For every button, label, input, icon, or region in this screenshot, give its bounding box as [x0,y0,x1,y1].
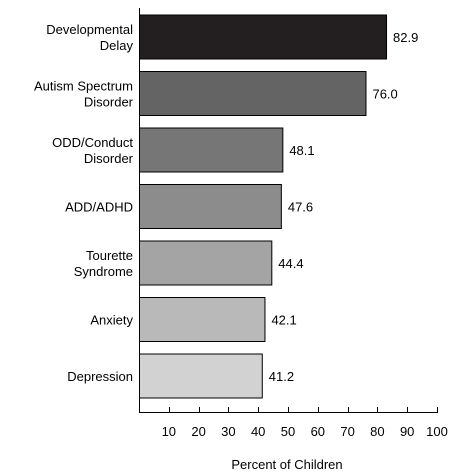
value-label-2: 76.0 [372,87,397,102]
category-label-5: Tourette Syndrome [74,248,133,279]
bar-1 [139,14,388,60]
x-axis-title: Percent of Children [231,457,342,472]
category-label-3: ODD/Conduct Disorder [52,135,134,166]
bar-7 [139,353,263,399]
value-label-7: 41.2 [269,369,294,384]
bar-2 [139,71,367,116]
value-label-1: 82.9 [393,30,418,45]
category-label-1: Developmental Delay [46,22,133,53]
bars-group [139,14,388,399]
value-label-5: 44.4 [278,256,303,271]
value-label-4: 47.6 [288,200,313,215]
bar-5 [139,240,273,286]
category-label-6: Anxiety [90,313,133,328]
value-labels-group: 82.9 76.0 48.1 47.6 44.4 42.1 41.2 [269,30,419,384]
x-tick-label-80: 80 [370,424,384,439]
x-axis-ticks-group: 10 20 30 40 50 60 70 80 90 100 [162,407,448,439]
bar-4 [139,184,282,229]
x-tick-label-30: 30 [221,424,235,439]
category-label-7: Depression [67,369,133,384]
bar-6 [139,297,266,342]
value-label-3: 48.1 [289,143,314,158]
bar-3 [139,127,284,173]
x-tick-label-50: 50 [281,424,295,439]
category-labels-group: Developmental Delay Autism Spectrum Disorde… [34,22,134,384]
category-label-2: Autism Spectrum Disorder [34,79,134,110]
x-tick-label-40: 40 [251,424,265,439]
x-tick-label-60: 60 [311,424,325,439]
x-tick-label-70: 70 [340,424,354,439]
value-label-6: 42.1 [271,313,296,328]
x-tick-label-100: 100 [426,424,448,439]
x-tick-label-90: 90 [400,424,414,439]
category-label-4: ADD/ADHD [65,200,133,215]
x-tick-label-20: 20 [191,424,205,439]
x-tick-label-10: 10 [162,424,176,439]
